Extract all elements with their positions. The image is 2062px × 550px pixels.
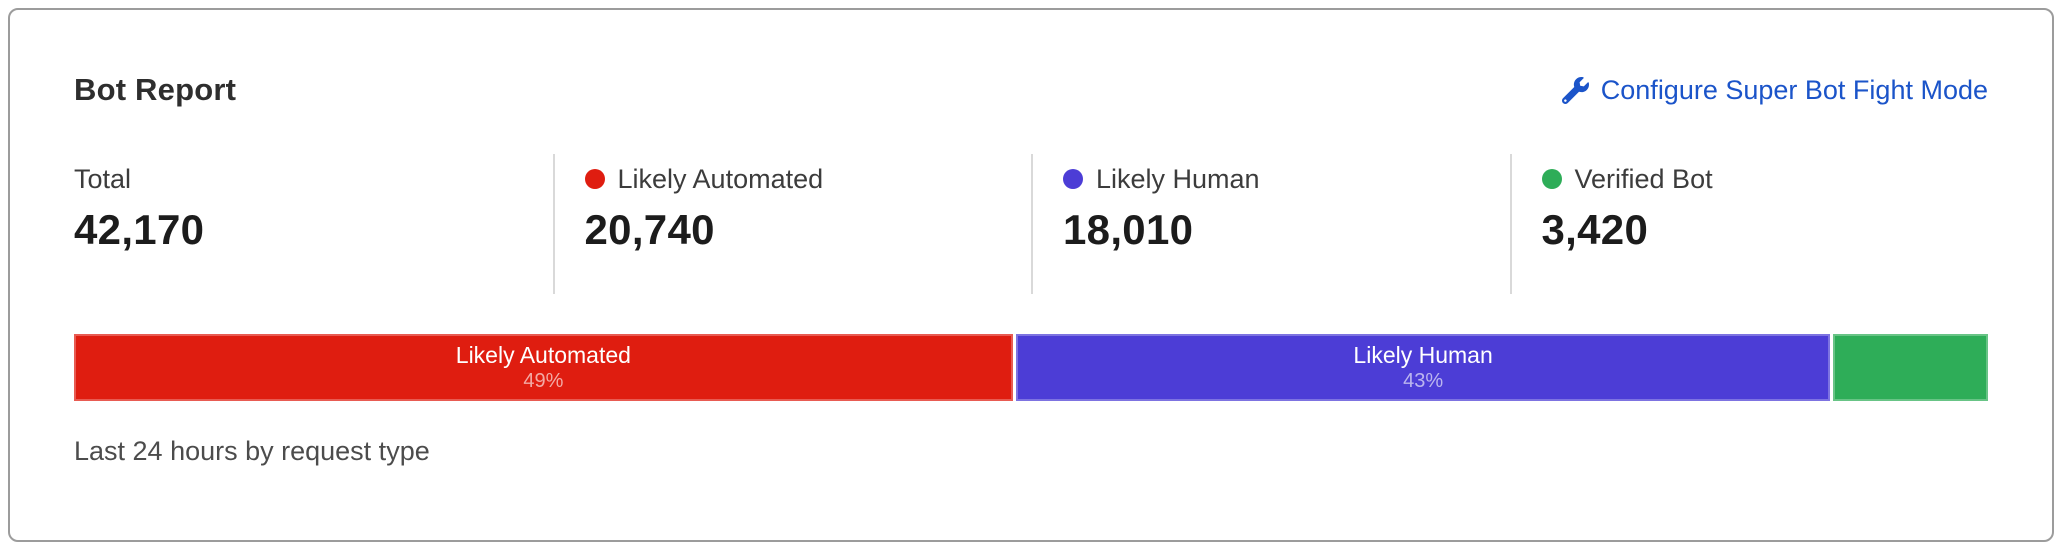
stat-label-row: Total [74,162,543,196]
stat-value: 42,170 [74,206,205,253]
stat-label: Likely Automated [617,164,824,194]
bar-segment-verified-bot [1833,334,1988,401]
configure-link-label: Configure Super Bot Fight Mode [1600,74,1988,105]
stat-label: Verified Bot [1574,164,1713,194]
bar-segment-label: Likely Human [1353,342,1493,368]
stat-column-verified-bot: Verified Bot 3,420 [1509,154,1989,294]
stat-label-row: Verified Bot [1541,162,1979,196]
stacked-bar-chart: Likely Automated 49% Likely Human 43% [74,334,1988,401]
legend-dot-likely-automated [584,169,605,189]
stat-value: 20,740 [584,206,715,253]
bar-segment-likely-human: Likely Human 43% [1015,334,1831,401]
stat-label-row: Likely Automated [584,162,1022,196]
legend-dot-likely-human [1063,169,1083,189]
stat-value: 3,420 [1541,206,1649,253]
bar-segment-pct: 49% [523,370,564,392]
bar-segment-label: Likely Automated [455,342,631,368]
configure-link[interactable]: Configure Super Bot Fight Mode [1561,74,1988,106]
stat-label: Total [74,164,132,194]
stat-value: 18,010 [1063,206,1194,253]
legend-dot-verified-bot [1541,169,1562,189]
stat-column-total: Total 42,170 [74,154,553,294]
stat-label: Likely Human [1096,164,1260,194]
bar-segment-likely-automated: Likely Automated 49% [74,334,1013,401]
stat-column-likely-automated: Likely Automated 20,740 [552,154,1032,294]
footer-caption: Last 24 hours by request type [74,436,430,466]
wrench-icon [1561,76,1589,104]
card-header: Bot Report Configure Super Bot Fight Mod… [74,72,1988,108]
bot-report-card: Bot Report Configure Super Bot Fight Mod… [8,8,2054,542]
page-title: Bot Report [74,72,237,107]
stat-column-likely-human: Likely Human 18,010 [1031,154,1510,294]
stat-label-row: Likely Human [1063,162,1500,196]
bar-segment-pct: 43% [1403,370,1444,392]
stats-row: Total 42,170 Likely Automated 20,740 Lik… [74,154,1988,294]
